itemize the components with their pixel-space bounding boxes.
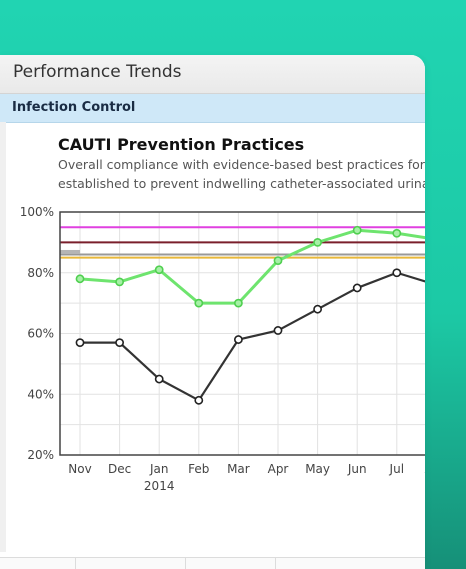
x-tick-label: Feb — [188, 462, 209, 476]
x-tick-label: Jul — [389, 462, 404, 476]
series-point — [194, 395, 204, 405]
bottom-tab-row — [0, 557, 425, 569]
y-tick-label: 20% — [27, 448, 54, 462]
y-tick-label: 100% — [20, 205, 54, 219]
x-tick-sublabel: 2014 — [144, 479, 175, 493]
series-point — [233, 298, 243, 308]
series-point — [115, 338, 124, 348]
series-point — [154, 265, 164, 275]
y-tick-label: 60% — [27, 327, 54, 341]
y-tick-label: 40% — [27, 387, 54, 401]
x-tick-label: Apr — [268, 462, 289, 476]
series-point — [154, 374, 164, 384]
series-line — [79, 228, 425, 305]
performance-trends-panel: Performance Trends Infection Control CAU… — [0, 55, 425, 569]
series-point — [115, 277, 124, 287]
series-point — [352, 225, 362, 235]
series-point — [313, 304, 322, 314]
left-gutter — [0, 122, 6, 552]
series-point — [273, 256, 283, 265]
bottom-tab-cell[interactable] — [185, 558, 276, 569]
panel-title: Performance Trends — [13, 62, 182, 82]
chart-description-line-2: established to prevent indwelling cathet… — [58, 176, 425, 191]
series-point — [273, 326, 283, 335]
section-title: Infection Control — [12, 100, 136, 115]
chart-description-line-1: Overall compliance with evidence-based b… — [58, 157, 425, 172]
series-point — [194, 298, 204, 308]
series-point — [392, 268, 402, 278]
x-tick-label: Dec — [108, 462, 131, 476]
x-tick-label: Nov — [68, 462, 91, 476]
bottom-tab-cell[interactable] — [0, 558, 76, 569]
series-point — [313, 237, 322, 247]
series-point — [352, 283, 362, 293]
series-point — [233, 335, 243, 344]
x-tick-label: May — [305, 462, 330, 476]
reference-marker — [60, 249, 80, 254]
x-tick-label: Jun — [347, 462, 367, 476]
chart-title: CAUTI Prevention Practices — [58, 135, 305, 154]
series-point — [75, 338, 85, 348]
bottom-tab-cell[interactable] — [75, 558, 186, 569]
series-line — [80, 271, 425, 402]
x-tick-label: Mar — [227, 462, 250, 476]
trend-line-chart: 100% 80% 60% 40% 20% Nov Dec Jan 2014 Feb Mar Apr Ma… — [20, 205, 425, 493]
panel-header: Performance Trends — [0, 55, 425, 94]
y-tick-label: 80% — [27, 266, 54, 280]
x-tick-label: Jan — [149, 462, 169, 476]
series-point — [75, 274, 85, 284]
series-point — [392, 228, 402, 238]
section-header[interactable]: Infection Control — [0, 94, 425, 123]
plot-border — [59, 211, 425, 456]
chart-description: Overall compliance with evidence-based b… — [58, 155, 425, 193]
